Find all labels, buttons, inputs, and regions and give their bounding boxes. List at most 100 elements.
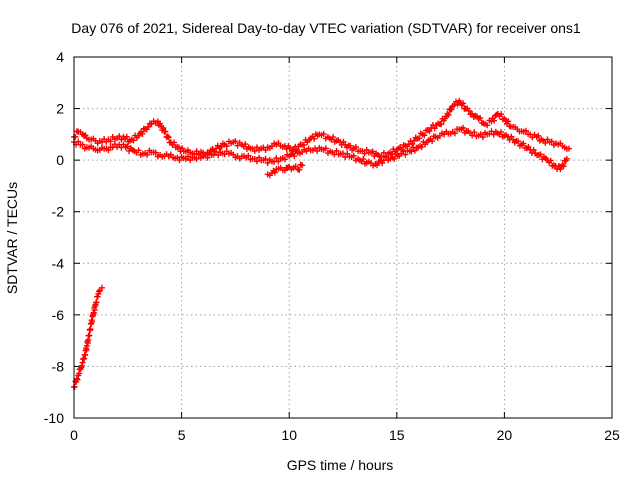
data-point bbox=[520, 140, 527, 147]
data-point bbox=[416, 135, 423, 142]
data-point bbox=[330, 134, 337, 141]
data-point bbox=[311, 135, 318, 142]
data-point bbox=[460, 124, 467, 131]
data-point bbox=[352, 143, 359, 150]
data-point bbox=[380, 149, 387, 156]
data-point bbox=[185, 153, 192, 160]
y-tick-label: -10 bbox=[44, 410, 64, 426]
data-point bbox=[360, 156, 367, 163]
data-point bbox=[454, 101, 461, 108]
y-axis-label: SDTVAR / TECUs bbox=[4, 182, 20, 294]
data-point bbox=[271, 169, 278, 176]
data-point bbox=[431, 125, 438, 132]
data-point bbox=[479, 134, 486, 141]
data-point bbox=[409, 140, 416, 147]
data-point bbox=[460, 100, 467, 107]
data-point bbox=[262, 155, 269, 162]
data-point bbox=[242, 141, 249, 148]
data-point bbox=[469, 132, 476, 139]
data-point bbox=[253, 158, 260, 165]
data-point bbox=[116, 133, 123, 140]
data-point bbox=[421, 132, 428, 139]
y-tick-label: -2 bbox=[52, 204, 65, 220]
data-point bbox=[78, 362, 85, 369]
data-point bbox=[560, 163, 567, 170]
data-point bbox=[400, 148, 407, 155]
y-tick-label: -6 bbox=[52, 307, 65, 323]
data-point bbox=[369, 148, 376, 155]
data-point bbox=[505, 118, 512, 125]
data-point bbox=[547, 157, 554, 164]
data-point bbox=[537, 151, 544, 158]
data-point bbox=[165, 134, 172, 141]
data-point bbox=[82, 132, 89, 139]
data-point bbox=[193, 155, 200, 162]
data-point bbox=[86, 332, 93, 339]
data-point bbox=[73, 375, 80, 382]
data-point bbox=[160, 124, 167, 131]
data-point bbox=[333, 147, 340, 154]
y-tick-label: 4 bbox=[56, 49, 64, 65]
data-points bbox=[71, 97, 572, 391]
data-point bbox=[74, 376, 81, 383]
data-point bbox=[94, 293, 101, 300]
data-point bbox=[162, 128, 169, 135]
data-point bbox=[408, 148, 415, 155]
y-tick-label: 2 bbox=[56, 101, 64, 117]
data-point bbox=[135, 147, 142, 154]
data-point bbox=[75, 138, 82, 145]
data-point bbox=[281, 156, 288, 163]
data-point bbox=[448, 106, 455, 113]
data-point bbox=[451, 130, 458, 137]
data-point bbox=[418, 143, 425, 150]
data-point bbox=[374, 162, 381, 169]
data-point bbox=[245, 152, 252, 159]
data-point bbox=[164, 133, 171, 140]
data-point bbox=[223, 143, 230, 150]
data-point bbox=[171, 139, 178, 146]
data-point bbox=[314, 148, 321, 155]
y-tick-label: 0 bbox=[56, 152, 64, 168]
data-point bbox=[391, 155, 398, 162]
x-tick-label: 15 bbox=[389, 427, 405, 443]
data-point bbox=[79, 141, 86, 148]
data-point bbox=[469, 110, 476, 117]
data-point bbox=[71, 383, 78, 390]
data-point bbox=[105, 147, 112, 154]
x-tick-label: 10 bbox=[281, 427, 297, 443]
data-point bbox=[72, 133, 79, 140]
data-point bbox=[93, 299, 100, 306]
plot-frame bbox=[73, 56, 613, 419]
data-point bbox=[176, 157, 183, 164]
data-point bbox=[195, 151, 202, 158]
x-tick-label: 20 bbox=[497, 427, 513, 443]
data-point bbox=[145, 123, 152, 130]
data-point bbox=[471, 129, 478, 136]
data-point bbox=[542, 139, 549, 146]
data-point bbox=[477, 114, 484, 121]
data-point bbox=[565, 145, 572, 152]
grid-lines bbox=[74, 57, 612, 418]
data-point bbox=[98, 284, 105, 291]
data-point bbox=[123, 133, 130, 140]
data-point bbox=[438, 121, 445, 128]
data-point bbox=[296, 166, 303, 173]
data-point bbox=[273, 155, 280, 162]
y-tick-label: -4 bbox=[52, 255, 65, 271]
data-point bbox=[498, 111, 505, 118]
data-point bbox=[530, 147, 537, 154]
y-tick-label: -8 bbox=[52, 358, 65, 374]
data-point bbox=[491, 117, 498, 124]
data-point bbox=[361, 150, 368, 157]
data-point bbox=[175, 144, 182, 151]
data-point bbox=[218, 143, 225, 150]
data-point bbox=[139, 130, 146, 137]
x-tick-label: 0 bbox=[70, 427, 78, 443]
data-point bbox=[76, 370, 83, 377]
data-point bbox=[96, 288, 103, 295]
data-point bbox=[429, 138, 436, 145]
data-point bbox=[402, 151, 409, 158]
data-point bbox=[411, 137, 418, 144]
data-point bbox=[350, 152, 357, 159]
